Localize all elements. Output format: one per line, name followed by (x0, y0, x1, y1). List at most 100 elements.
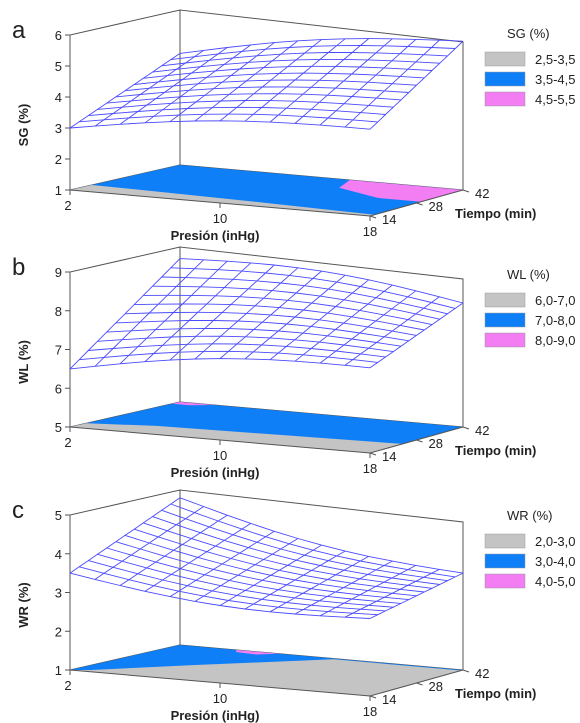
z-tick-label: 2 (55, 624, 62, 639)
x-tick-label: 18 (363, 224, 377, 239)
z-tick-label: 4 (55, 547, 62, 562)
legend-label: 3,5-4,5 (535, 72, 575, 87)
back-wall (179, 489, 464, 671)
y-tick-mark (462, 669, 470, 673)
y-tick-label: 28 (429, 679, 443, 694)
surface-mesh (69, 258, 464, 370)
contour-region-blue (70, 402, 463, 453)
legend-swatch (484, 292, 526, 308)
panel-letter: a (12, 17, 26, 44)
contour-region-gray (70, 423, 403, 453)
x-tick-label: 10 (213, 448, 227, 463)
legend-label: 3,0-4,0 (535, 554, 575, 569)
y-tick-mark (462, 189, 470, 193)
surface-line-pressure (369, 40, 464, 130)
x-tick-label: 2 (64, 678, 71, 693)
back-wall (179, 246, 464, 428)
legend-swatch (484, 553, 526, 569)
y-tick-mark (462, 426, 470, 430)
legend-title: WR (%) (507, 508, 553, 523)
surface-line-pressure (344, 39, 440, 128)
x-tick-label: 10 (213, 691, 227, 706)
surface-line-time (134, 528, 425, 593)
z-tick-label: 5 (55, 420, 62, 435)
y-axis-title: Tiempo (min) (455, 206, 536, 221)
left-wall (69, 9, 181, 191)
surface-line-pressure (369, 302, 464, 369)
y-tick-mark (369, 215, 377, 219)
z-tick-label: 9 (55, 265, 62, 280)
surface-line-time (161, 509, 448, 582)
surface-line-pressure (344, 296, 440, 366)
surface-line-time (170, 503, 456, 578)
y-tick-label: 28 (429, 436, 443, 451)
x-tick-label: 18 (363, 704, 377, 719)
surface-line-time (97, 100, 394, 110)
x-axis-title: Presión (inHg) (171, 708, 260, 723)
legend: WR (%) 2,0-3,0 3,0-4,0 4,0-5,0 (484, 508, 575, 589)
x-axis-title: Presión (inHg) (171, 465, 260, 480)
legend: SG (%) 2,5-3,5 3,5-4,5 4,5-5,5 (484, 26, 575, 107)
legend-swatch (484, 91, 526, 107)
surface-line-time (170, 45, 456, 61)
legend-label: 7,0-8,0 (535, 313, 575, 328)
surface-line-pressure (369, 572, 464, 619)
y-axis-title: Tiempo (min) (455, 443, 536, 458)
panel-letter: b (12, 254, 25, 281)
z-tick-label: 6 (55, 28, 62, 43)
z-axis-title: SG (%) (16, 104, 31, 147)
legend-label: 4,5-5,5 (535, 92, 575, 107)
y-tick-label: 14 (382, 692, 396, 707)
z-tick-label: 6 (55, 381, 62, 396)
surface-line-time (69, 120, 371, 130)
legend: WL (%) 6,0-7,0 7,0-8,0 8,0-9,0 (484, 267, 575, 348)
x-tick-label: 2 (64, 198, 71, 213)
y-tick-label: 42 (475, 186, 489, 201)
contour-region-blue (70, 165, 463, 216)
y-tick-label: 42 (475, 423, 489, 438)
legend-title: WL (%) (507, 267, 550, 282)
surface-line-time (179, 38, 464, 54)
y-tick-mark (369, 452, 377, 456)
contour-region-pink (339, 180, 463, 202)
y-tick-mark (416, 682, 423, 686)
legend-label: 2,5-3,5 (535, 52, 575, 67)
panel-b: 5 6 7 8 9 2 10 18 14 28 42 Presión (inHg) Tiempo (mi… (12, 246, 575, 480)
surface-line-time (179, 258, 464, 304)
legend-label: 2,0-3,0 (535, 534, 575, 549)
surface-line-time (69, 358, 371, 370)
x-axis-title: Presión (inHg) (171, 228, 260, 243)
x-tick-label: 18 (363, 461, 377, 476)
contour-region-pink (172, 402, 214, 406)
surface-mesh (69, 38, 464, 130)
z-tick-label: 4 (55, 90, 62, 105)
contour-region-gray (70, 185, 375, 216)
z-tick-label: 3 (55, 586, 62, 601)
legend-title: SG (%) (507, 26, 550, 41)
legend-label: 8,0-9,0 (535, 333, 575, 348)
z-tick-label: 2 (55, 152, 62, 167)
z-tick-label: 1 (55, 663, 62, 678)
surface-line-pressure (319, 39, 417, 126)
z-tick-label: 5 (55, 59, 62, 74)
surface-line-pressure (344, 568, 440, 618)
legend-label: 4,0-5,0 (535, 574, 575, 589)
z-tick-label: 3 (55, 121, 62, 136)
x-tick-label: 2 (64, 435, 71, 450)
surface-line-pressure (244, 274, 346, 360)
z-tick-label: 7 (55, 343, 62, 358)
contour-region-pink (235, 650, 280, 655)
z-tick-label: 8 (55, 304, 62, 319)
y-tick-mark (416, 439, 423, 443)
surface-line-pressure (319, 565, 417, 617)
legend-swatch (484, 71, 526, 87)
z-axis-title: WL (%) (16, 340, 31, 384)
z-tick-label: 1 (55, 183, 62, 198)
panel-letter: c (12, 497, 24, 524)
surface-line-time (179, 497, 464, 574)
x-tick-label: 10 (213, 211, 227, 226)
